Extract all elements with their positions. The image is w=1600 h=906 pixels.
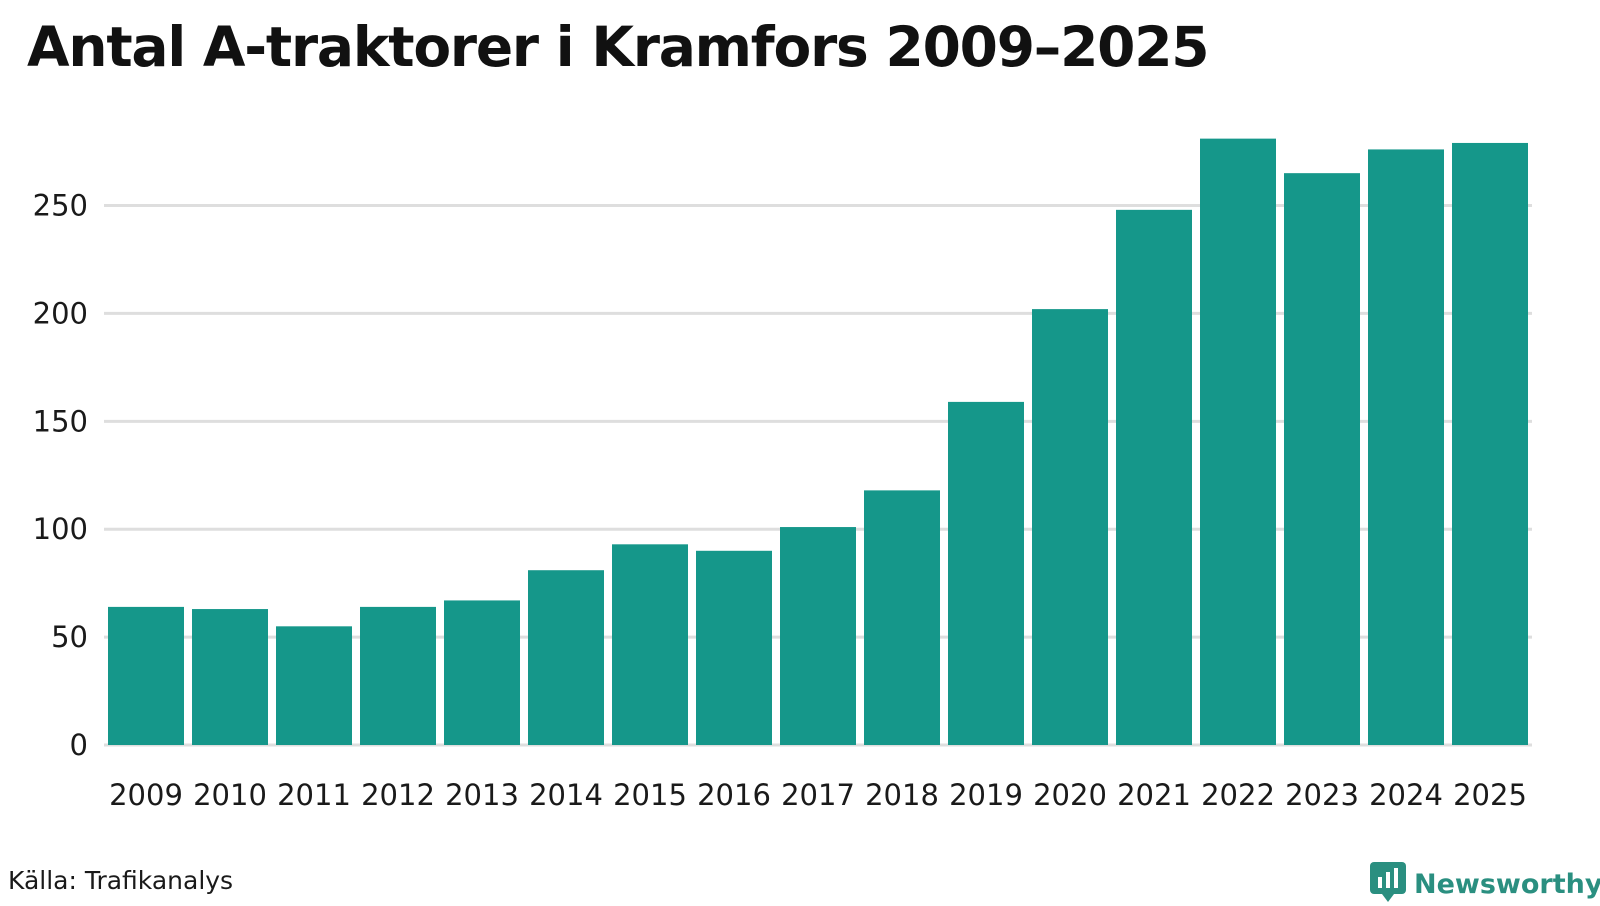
brand-name: Newsworthy [1414,868,1600,900]
x-tick-label: 2018 [865,778,939,812]
y-tick-label: 200 [33,296,88,330]
bar-2009 [108,606,184,745]
bar-chart: 0 50 100 150 200 250 2009 2010 2011 2012 2013 2014… [33,138,1532,812]
x-tick-label: 2011 [277,778,351,812]
x-tick-label: 2016 [697,778,771,812]
x-tick-label: 2017 [781,778,855,812]
newsworthy-logo-icon [1370,862,1406,906]
bar-2023 [1284,173,1360,745]
chart-title: Antal A-traktorer i Kramfors 2009–2025 [27,15,1210,79]
bar-2012 [360,606,436,745]
bar-2011 [276,626,352,745]
x-tick-label: 2020 [1033,778,1107,812]
y-tick-label: 250 [33,189,88,223]
brand-logo[interactable]: Newsworthy [1370,862,1600,906]
bar-2022 [1200,138,1276,745]
y-tick-label: 0 [70,728,88,762]
bars [108,138,1528,746]
y-tick-label: 150 [33,404,88,438]
x-tick-label: 2024 [1369,778,1443,812]
y-tick-label: 100 [33,512,88,546]
x-axis-tick-labels: 2009 2010 2011 2012 2013 2014 2015 2016 2017 2018… [109,778,1527,812]
x-tick-label: 2014 [529,778,603,812]
bar-2017 [780,527,856,745]
bar-2014 [528,570,604,745]
bar-2016 [696,550,772,745]
x-tick-label: 2022 [1201,778,1275,812]
x-tick-label: 2009 [109,778,183,812]
x-tick-label: 2019 [949,778,1023,812]
x-tick-label: 2023 [1285,778,1359,812]
source-note: Källa: Trafikanalys [8,866,234,895]
x-tick-label: 2025 [1453,778,1527,812]
bar-2015 [612,544,688,745]
x-tick-label: 2010 [193,778,267,812]
bar-2021 [1116,209,1192,745]
x-tick-label: 2012 [361,778,435,812]
bar-2020 [1032,309,1108,745]
bar-2013 [444,600,520,745]
bar-2018 [864,490,940,745]
x-tick-label: 2021 [1117,778,1191,812]
y-tick-label: 50 [51,620,88,654]
bar-2024 [1368,149,1444,746]
bar-2025 [1452,142,1528,745]
y-axis-tick-labels: 0 50 100 150 200 250 [33,189,88,762]
bar-2010 [192,609,268,745]
x-tick-label: 2015 [613,778,687,812]
x-tick-label: 2013 [445,778,519,812]
bar-2019 [948,401,1024,745]
